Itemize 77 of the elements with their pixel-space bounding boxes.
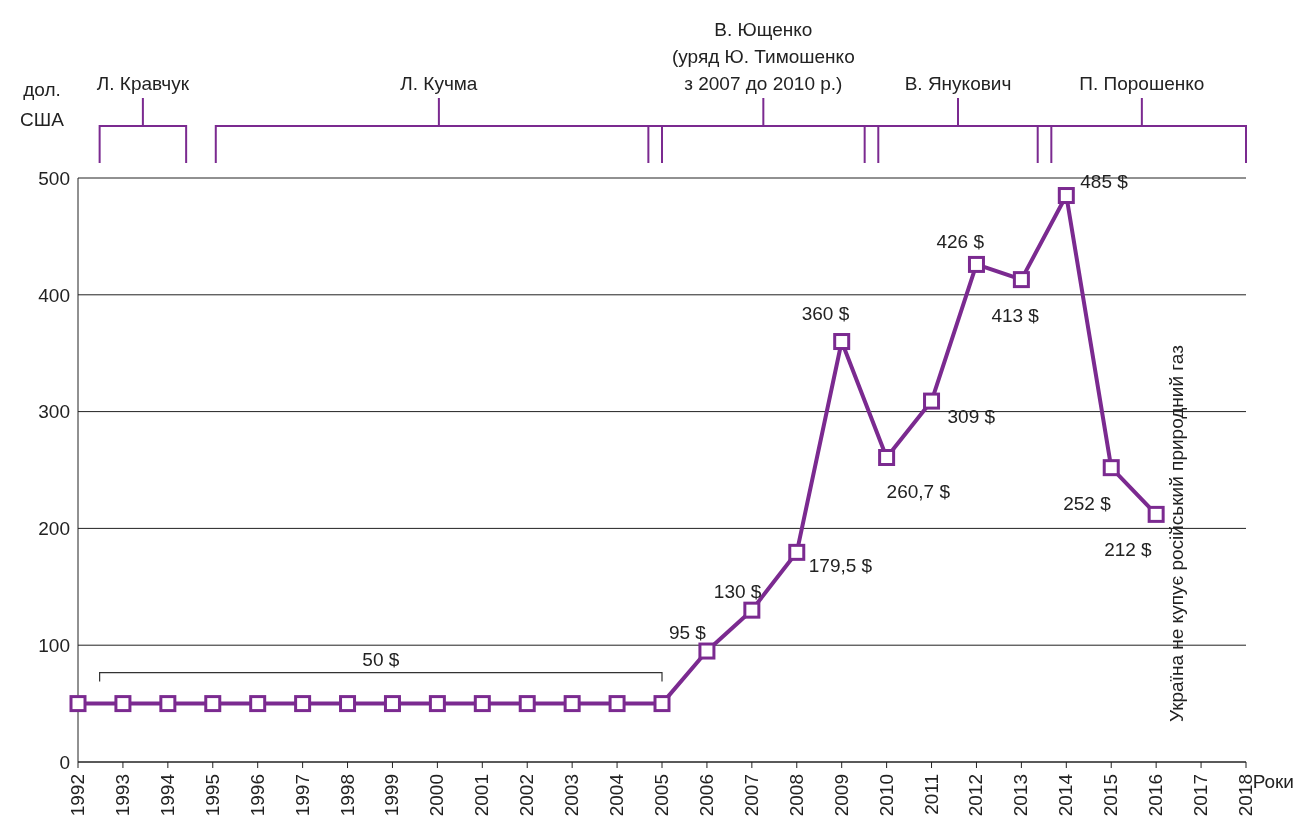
data-label: 426 $ — [936, 231, 985, 253]
text: Л. Кучма — [400, 73, 478, 94]
point — [339, 695, 357, 713]
point — [967, 255, 985, 273]
x-axis-title: Роки — [1252, 771, 1294, 792]
data-label: 212 $ — [1104, 539, 1153, 561]
point — [428, 695, 446, 713]
data-label: 413 $ — [991, 304, 1040, 326]
data-label: 95 $ — [668, 622, 707, 644]
point — [1102, 459, 1120, 477]
data-label: 179,5 $ — [808, 555, 873, 577]
annotation: Україна не купує російський природний газ — [1166, 345, 1188, 722]
point — [878, 449, 896, 466]
x-tick-label: 1999 — [381, 774, 403, 817]
point — [1147, 505, 1165, 523]
data-label: 309 $ — [947, 406, 996, 428]
point — [114, 695, 132, 713]
point — [563, 695, 581, 713]
x-tick-label: 2009 — [830, 774, 852, 817]
x-tick-label: 2011 — [920, 774, 942, 815]
x-tick-label: 2014 — [1055, 773, 1077, 817]
x-tick-label: 1996 — [246, 774, 268, 817]
point — [653, 695, 671, 713]
point — [294, 695, 312, 713]
text: В. Янукович — [904, 73, 1012, 94]
point — [1012, 271, 1030, 289]
point — [518, 695, 536, 713]
point — [204, 695, 222, 713]
point — [833, 333, 851, 351]
x-tick-label: 2007 — [740, 774, 762, 817]
text: В. Ющенко (уряд Ю. Тимошенко з 2007 до 2010 р.) — [671, 19, 855, 94]
point — [698, 642, 716, 660]
point — [788, 543, 806, 561]
point — [743, 601, 761, 619]
data-label: 130 $ — [713, 581, 762, 603]
data-label: 360 $ — [801, 302, 850, 324]
x-tick-label: 1992 — [67, 774, 88, 817]
y-tick-label: 500 — [38, 167, 70, 189]
x-tick-label: 2013 — [1010, 774, 1032, 817]
x-tick-label: 2012 — [965, 774, 987, 817]
x-tick-label: 2005 — [651, 774, 672, 817]
point — [249, 695, 267, 713]
data-label: 485 $ — [1080, 170, 1129, 192]
text: Л. Кравчук — [96, 73, 190, 94]
x-tick-label: 1998 — [336, 774, 358, 817]
point — [69, 695, 87, 713]
x-tick-label: 1995 — [201, 774, 223, 817]
x-tick-label: 2002 — [516, 774, 538, 817]
x-tick-label: 1993 — [111, 774, 133, 817]
point — [1057, 187, 1075, 205]
point — [159, 695, 177, 713]
point — [923, 392, 941, 410]
y-tick-label: 300 — [38, 401, 70, 423]
y-tick-label: 0 — [59, 751, 70, 773]
y-tick-label: 200 — [38, 518, 70, 540]
data-label: 252 $ — [1063, 492, 1112, 514]
text: П. Порошенко — [1079, 73, 1205, 94]
x-tick-label: 1994 — [156, 773, 178, 817]
x-tick-label: 2016 — [1145, 774, 1167, 817]
x-tick-label: 2017 — [1190, 774, 1212, 817]
y-tick-label: 400 — [38, 284, 70, 306]
x-tick-label: 2015 — [1100, 774, 1122, 817]
x-tick-label: 1997 — [291, 774, 313, 817]
x-tick-label: 2003 — [561, 774, 583, 817]
x-tick-label: 2000 — [426, 774, 448, 817]
annotation: 50 $ — [362, 648, 400, 670]
x-tick-label: 2006 — [695, 774, 717, 817]
data-label: 260,7 $ — [886, 480, 951, 502]
point — [608, 695, 626, 713]
x-tick-label: 2010 — [875, 774, 897, 817]
x-tick-label: 2001 — [471, 774, 493, 817]
x-tick-label: 2004 — [606, 773, 628, 817]
y-axis-title: дол. США — [20, 79, 65, 130]
point — [383, 695, 401, 713]
point — [473, 695, 491, 713]
x-tick-label: 2008 — [785, 774, 807, 817]
y-tick-label: 100 — [38, 634, 70, 656]
